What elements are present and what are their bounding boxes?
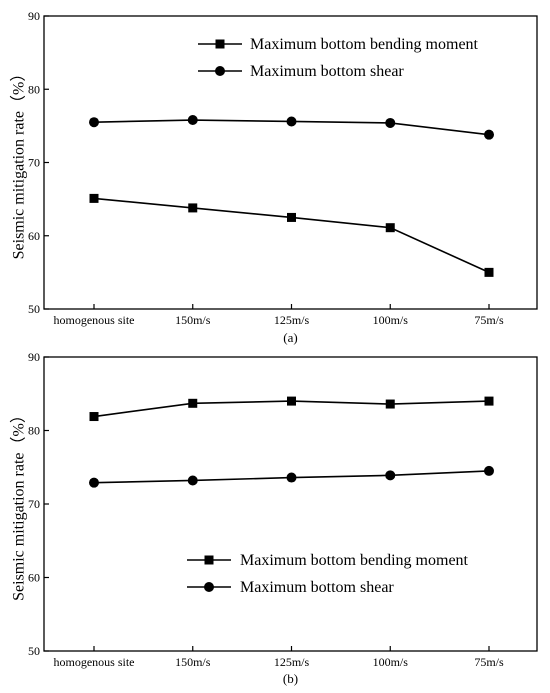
- x-tick-label: 125m/s: [274, 655, 310, 669]
- x-tick-label: 150m/s: [175, 313, 211, 327]
- legend-marker-square: [204, 555, 214, 565]
- y-tick-label: 80: [28, 82, 40, 96]
- data-point-square: [484, 267, 494, 277]
- legend-label: Maximum bottom shear: [240, 579, 394, 596]
- x-tick-label: 75m/s: [474, 313, 504, 327]
- legend-marker-square: [215, 39, 225, 49]
- y-tick-label: 70: [28, 497, 40, 511]
- x-tick-label: homogenous site: [54, 655, 135, 669]
- data-point-square: [188, 203, 198, 213]
- y-tick-label: 60: [28, 571, 40, 585]
- y-tick-label: 80: [28, 424, 40, 438]
- data-point-square: [287, 396, 296, 406]
- data-point-circle: [89, 117, 99, 128]
- data-point-square: [484, 396, 494, 406]
- data-point-circle: [484, 129, 494, 140]
- data-point-circle: [484, 465, 494, 476]
- x-tick-label: 100m/s: [373, 313, 409, 327]
- y-tick-label: 50: [28, 644, 40, 658]
- data-point-circle: [187, 475, 198, 486]
- data-point-circle: [89, 477, 99, 488]
- series-line: [93, 197, 490, 274]
- x-tick-label: 125m/s: [274, 313, 310, 327]
- x-tick-label: 75m/s: [474, 655, 504, 669]
- legend-marker-circle: [204, 582, 214, 592]
- y-tick-label: 70: [28, 156, 40, 170]
- panel-caption: (a): [283, 330, 297, 345]
- data-point-square: [385, 223, 395, 233]
- legend-marker-circle: [215, 66, 225, 76]
- y-axis-label: Seismic mitigation rate（%）: [10, 66, 28, 260]
- y-tick-label: 90: [28, 350, 40, 364]
- data-point-circle: [187, 115, 198, 126]
- x-tick-label: homogenous site: [54, 313, 135, 327]
- data-point-square: [188, 398, 198, 408]
- data-point-square: [287, 212, 296, 222]
- data-point-square: [385, 399, 395, 409]
- chart-panel-1: 50 60 70 80 90 homogenous site 150m/s 125m/s 100…: [10, 9, 538, 345]
- data-point-circle: [286, 472, 297, 483]
- y-tick-label: 50: [28, 302, 40, 316]
- data-point-circle: [385, 470, 396, 481]
- y-tick-label: 60: [28, 229, 40, 243]
- y-axis-label: Seismic mitigation rate（%）: [10, 407, 28, 601]
- legend-label: Maximum bottom bending moment: [250, 36, 479, 53]
- legend-label: Maximum bottom shear: [250, 63, 404, 80]
- x-tick-label: 100m/s: [373, 655, 409, 669]
- data-point-circle: [385, 117, 396, 128]
- legend-label: Maximum bottom bending moment: [240, 552, 469, 569]
- x-tick-label: 150m/s: [175, 655, 211, 669]
- y-tick-label: 90: [28, 9, 40, 23]
- data-point-square: [89, 193, 99, 203]
- chart-panel-2: 50 60 70 80 90 homogenous site 150m/s 125m/s 100…: [10, 350, 538, 686]
- data-point-square: [89, 412, 99, 422]
- data-point-circle: [286, 116, 297, 127]
- panel-caption: (b): [283, 671, 298, 686]
- plot-frame: [43, 15, 538, 310]
